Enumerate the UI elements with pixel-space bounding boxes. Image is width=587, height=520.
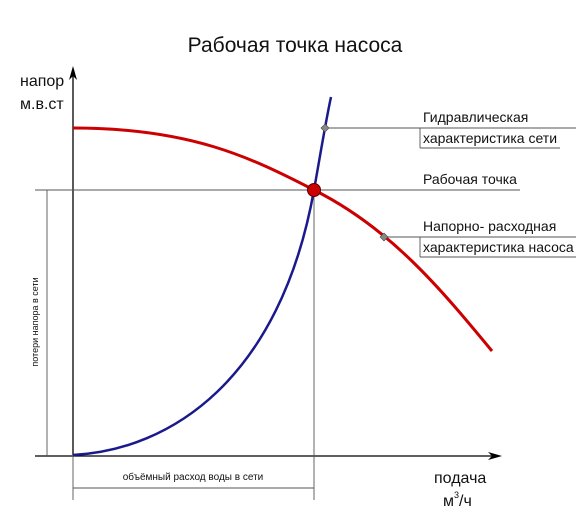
pump-curve-marker: [379, 232, 389, 242]
x-axis-arrow: [488, 452, 502, 460]
x-axis-unit-rest: /ч: [459, 493, 472, 510]
x-axis-unit-base: м: [443, 493, 454, 510]
x-axis-unit-sup: 3: [454, 490, 459, 500]
network-curve: [72, 96, 333, 457]
pump-curve-label-line1: Напорно- расходная: [423, 218, 556, 234]
network-curve-label-line2: характеристика сети: [423, 130, 557, 146]
y-axis-arrow: [69, 66, 77, 80]
x-axis-unit: м3/ч: [443, 490, 472, 510]
pump-curve-label-line2: характеристика насоса: [423, 239, 574, 255]
diagram-title: Рабочая точка насоса: [188, 34, 403, 57]
network-curve-label-line1: Гидравлическая: [423, 109, 528, 125]
network-curve-marker: [320, 123, 330, 133]
head-loss-label: потери напора в сети: [30, 277, 40, 366]
y-axis-label-line2: м.в.ст: [20, 96, 64, 113]
x-axis-label-line1: подача: [434, 470, 486, 487]
operating-point-label: Рабочая точка: [423, 171, 517, 187]
operating-point-marker: [307, 183, 321, 197]
volume-flow-label: объёмный расход воды в сети: [123, 471, 264, 483]
y-axis-label-line1: напор: [20, 73, 64, 90]
